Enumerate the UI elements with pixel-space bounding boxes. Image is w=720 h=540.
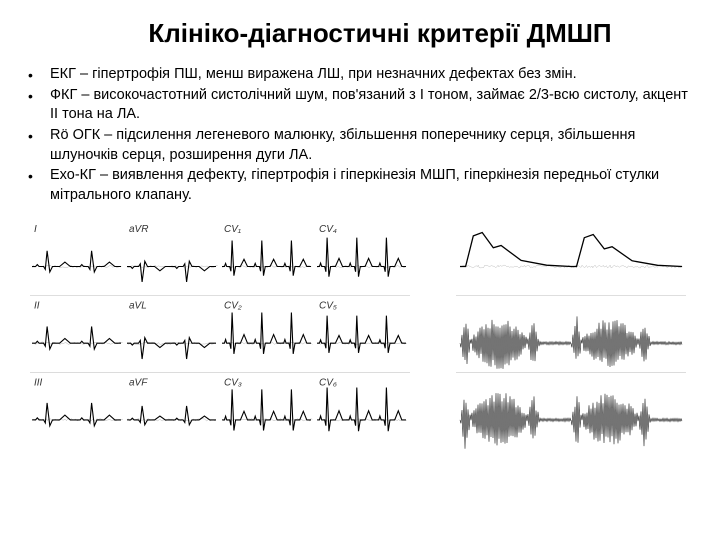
bullet-item: • ФКГ – високочастотний систолічний шум,…: [28, 86, 692, 125]
svg-text:CV₆: CV₆: [319, 378, 337, 389]
bullet-marker: •: [28, 126, 50, 165]
bullet-text: ФКГ – високочастотний систолічний шум, п…: [50, 86, 692, 125]
bullet-marker: •: [28, 65, 50, 85]
svg-text:II: II: [34, 301, 40, 312]
figure-area: IaVR CV₁ CV₄ II aVL CV₂ CV₅ III aVF CV₃ CV₆: [28, 219, 692, 449]
bullet-item: • ЕКГ – гіпертрофія ПШ, менш виражена ЛШ…: [28, 65, 692, 85]
bullet-text: Ехо-КГ – виявлення дефекту, гіпертрофія …: [50, 166, 692, 205]
bullet-item: • Rö ОГК – підсилення легеневого малюнку…: [28, 126, 692, 165]
svg-text:I: I: [34, 224, 37, 235]
bullet-marker: •: [28, 86, 50, 125]
svg-text:CV₅: CV₅: [319, 301, 337, 312]
svg-text:aVR: aVR: [129, 224, 148, 235]
bullet-marker: •: [28, 166, 50, 205]
slide-title: Клініко-діагностичні критерії ДМШП: [68, 18, 692, 49]
svg-text:III: III: [34, 378, 43, 389]
svg-text:CV₂: CV₂: [224, 301, 242, 312]
pcg-figure: [456, 219, 686, 449]
svg-text:CV₃: CV₃: [224, 378, 242, 389]
svg-text:CV₁: CV₁: [224, 224, 241, 235]
bullet-list: • ЕКГ – гіпертрофія ПШ, менш виражена ЛШ…: [28, 65, 692, 205]
bullet-item: • Ехо-КГ – виявлення дефекту, гіпертрофі…: [28, 166, 692, 205]
bullet-text: Rö ОГК – підсилення легеневого малюнку, …: [50, 126, 692, 165]
svg-text:aVF: aVF: [129, 378, 148, 389]
ecg-figure: IaVR CV₁ CV₄ II aVL CV₂ CV₅ III aVF CV₃ CV₆: [30, 219, 410, 449]
svg-text:aVL: aVL: [129, 301, 147, 312]
bullet-text: ЕКГ – гіпертрофія ПШ, менш виражена ЛШ, …: [50, 65, 692, 85]
svg-text:CV₄: CV₄: [319, 224, 337, 235]
